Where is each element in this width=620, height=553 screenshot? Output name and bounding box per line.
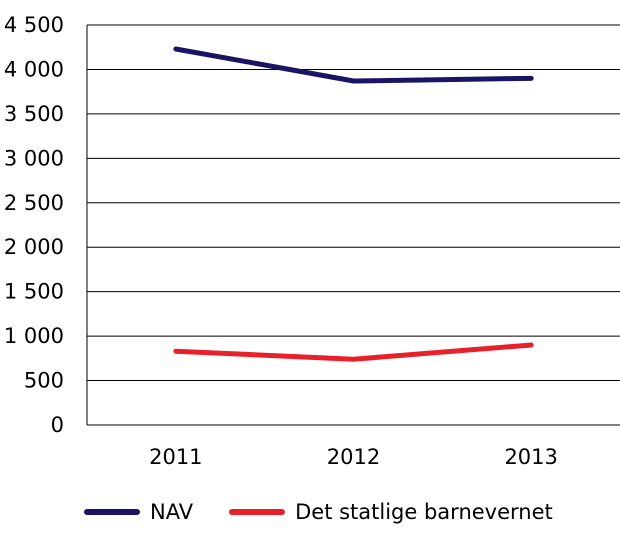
series-line-barnevernet [173,342,534,362]
y-tick-label: 0 [51,413,64,437]
legend-swatch-nav [84,509,140,515]
x-tick-label: 2013 [504,445,557,469]
series-line-nav [173,46,534,84]
y-tick-label: 500 [24,369,64,393]
series-lines [173,46,534,362]
legend-item-nav: NAV [84,500,193,524]
y-tick-label: 3 500 [4,102,64,126]
legend: NAV Det statlige barnevernet [84,500,589,524]
y-tick-label: 1 000 [4,324,64,348]
y-tick-label: 3 000 [4,146,64,170]
y-tick-label: 4 500 [4,13,64,37]
gridlines [87,24,620,382]
y-axis-ticks: 0 500 1 000 1 500 2 000 2 500 3 000 3 500 4 000 4… [4,13,64,437]
legend-label-barnevernet: Det statlige barnevernet [295,500,553,524]
x-tick-label: 2012 [327,445,380,469]
y-tick-label: 1 500 [4,280,64,304]
legend-label-nav: NAV [150,500,194,524]
legend-swatch-barnevernet [229,509,286,515]
x-tick-label: 2011 [149,445,202,469]
axes [86,25,620,426]
y-tick-label: 2 500 [4,191,64,215]
y-tick-label: 4 000 [4,57,64,81]
legend-item-barnevernet: Det statlige barnevernet [229,500,553,524]
y-tick-label: 2 000 [4,235,64,259]
x-axis-ticks: 2011 2012 2013 [149,445,558,469]
